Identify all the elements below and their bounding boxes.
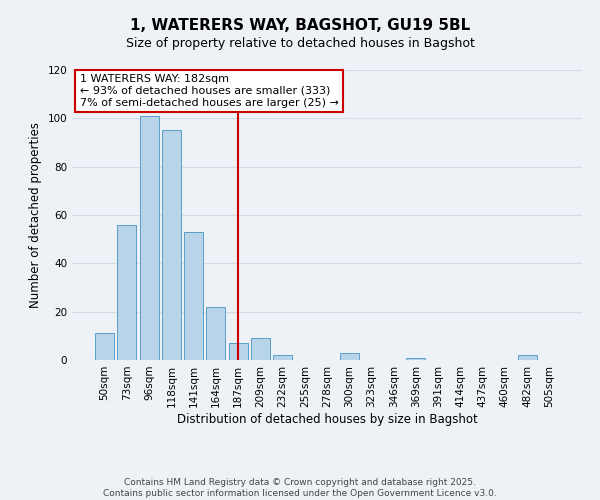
Bar — [229, 343, 248, 360]
Bar — [273, 355, 292, 360]
Text: Size of property relative to detached houses in Bagshot: Size of property relative to detached ho… — [125, 38, 475, 51]
Text: 1, WATERERS WAY, BAGSHOT, GU19 5BL: 1, WATERERS WAY, BAGSHOT, GU19 5BL — [130, 18, 470, 32]
Text: 1 WATERERS WAY: 182sqm
← 93% of detached houses are smaller (333)
7% of semi-det: 1 WATERERS WAY: 182sqm ← 93% of detached… — [80, 74, 338, 108]
Bar — [140, 116, 158, 360]
Y-axis label: Number of detached properties: Number of detached properties — [29, 122, 42, 308]
Bar — [340, 353, 359, 360]
Bar — [184, 232, 203, 360]
Bar — [118, 224, 136, 360]
Bar — [206, 307, 225, 360]
Bar — [518, 355, 536, 360]
Bar — [162, 130, 181, 360]
Bar — [251, 338, 270, 360]
Text: Contains HM Land Registry data © Crown copyright and database right 2025.
Contai: Contains HM Land Registry data © Crown c… — [103, 478, 497, 498]
Bar — [406, 358, 425, 360]
Bar — [95, 334, 114, 360]
X-axis label: Distribution of detached houses by size in Bagshot: Distribution of detached houses by size … — [176, 412, 478, 426]
